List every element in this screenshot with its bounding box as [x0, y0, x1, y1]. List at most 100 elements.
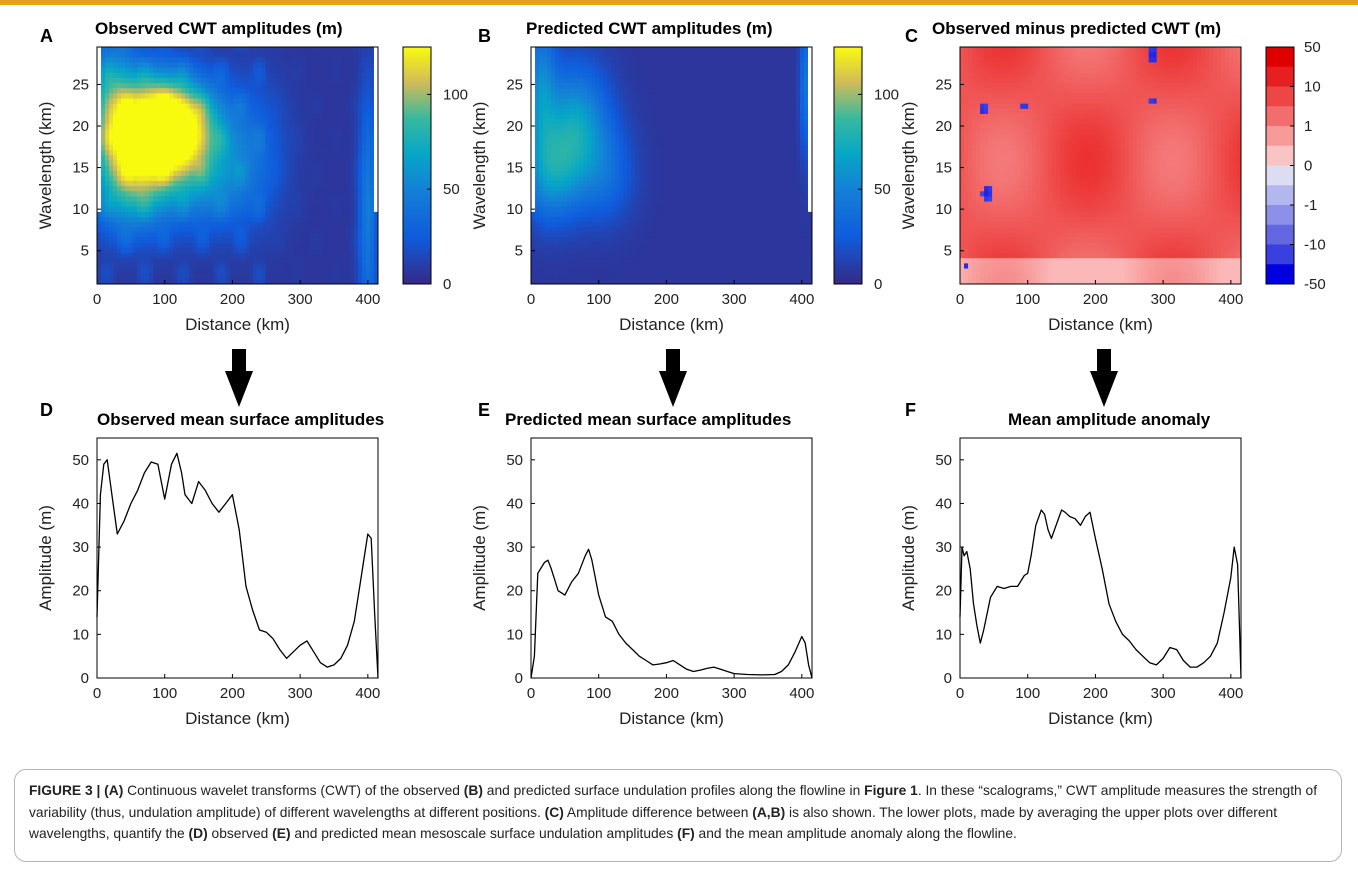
y-tick-label: 30: [506, 539, 523, 556]
header-accent-bar: [0, 0, 1358, 5]
axes-frame-e: [530, 437, 813, 679]
caption-segment: Amplitude difference between: [563, 804, 753, 820]
caption-segment: and predicted mean mesoscale surface und…: [290, 826, 678, 841]
y-tick-label: 40: [935, 495, 952, 512]
y-tick-label: 20: [935, 118, 952, 135]
x-tick-label: 400: [1218, 685, 1243, 702]
down-arrow-a: [225, 349, 253, 407]
colorbar-tick-label: -50: [1304, 276, 1326, 293]
x-tick-label: 400: [355, 291, 380, 308]
x-tick-label: 0: [956, 685, 964, 702]
x-tick-label: 300: [1151, 685, 1176, 702]
caption-bold-segment: Figure 1: [864, 783, 918, 798]
y-tick-label: 10: [935, 201, 952, 218]
x-tick-label: 200: [1083, 291, 1108, 308]
axes-frame-a: [96, 46, 379, 285]
y-tick-label: 5: [944, 243, 952, 260]
x-tick-label: 0: [527, 291, 535, 308]
colorbar-tick-label: -1: [1304, 197, 1317, 214]
x-tick-label: 400: [1218, 291, 1243, 308]
caption-bold-segment: (A): [104, 783, 124, 798]
y-tick-label: 50: [506, 452, 523, 469]
x-tick-label: 100: [1015, 291, 1040, 308]
x-tick-label: 400: [789, 291, 814, 308]
x-axis-label: Distance (km): [1048, 315, 1153, 334]
figure-caption: FIGURE 3 | (A) Continuous wavelet transf…: [14, 769, 1342, 862]
panel-letter: F: [905, 400, 916, 420]
x-tick-label: 100: [586, 685, 611, 702]
panel-title: Mean amplitude anomaly: [1008, 410, 1211, 429]
y-tick-label: 0: [944, 670, 952, 687]
colorbar-tick-label: 100: [874, 86, 899, 103]
y-tick-label: 10: [72, 626, 89, 643]
axes-frame-c: [959, 46, 1242, 285]
x-tick-label: 200: [654, 291, 679, 308]
colorbar-b: [833, 46, 863, 285]
y-tick-label: 0: [81, 670, 89, 687]
x-tick-label: 300: [288, 291, 313, 308]
colorbar-tick-label: 50: [874, 181, 891, 198]
caption-segment: and the mean amplitude anomaly along the…: [694, 826, 1017, 841]
colorbar-tick-label: 0: [874, 276, 882, 293]
caption-segment: Continuous wavelet transforms (CWT) of t…: [123, 783, 464, 798]
y-tick-label: 25: [72, 76, 89, 93]
y-tick-label: 5: [515, 243, 523, 260]
heatmap-panel-c: [960, 47, 1242, 285]
y-tick-label: 10: [506, 626, 523, 643]
axes-panel-f: [959, 437, 1242, 679]
y-tick-label: 20: [72, 583, 89, 600]
y-tick-label: 30: [935, 539, 952, 556]
caption-bold-segment: (A,B): [752, 804, 786, 820]
y-tick-label: 5: [81, 243, 89, 260]
y-tick-label: 0: [515, 670, 523, 687]
axes-panel-d: [96, 437, 379, 679]
x-tick-label: 300: [722, 291, 747, 308]
colorbar-tick-label: 0: [443, 276, 451, 293]
colorbar-tick-label: 10: [1304, 79, 1321, 96]
x-tick-label: 0: [93, 685, 101, 702]
x-tick-label: 300: [722, 685, 747, 702]
heatmap-panel-a: [97, 47, 379, 285]
panel-title: Observed CWT amplitudes (m): [95, 19, 342, 38]
y-tick-label: 20: [72, 118, 89, 135]
axes-panel-e: [530, 437, 813, 679]
y-tick-label: 15: [935, 160, 952, 177]
y-tick-label: 10: [506, 201, 523, 218]
y-tick-label: 15: [506, 160, 523, 177]
colorbar-gradient: [402, 46, 432, 285]
x-axis-label: Distance (km): [185, 315, 290, 334]
y-tick-label: 20: [506, 583, 523, 600]
line-series: [96, 452, 379, 679]
caption-segment: observed: [207, 826, 273, 841]
colorbar-gradient: [833, 46, 863, 285]
y-tick-label: 40: [72, 495, 89, 512]
panel-letter: E: [478, 400, 490, 420]
axes-frame-b: [530, 46, 813, 285]
y-axis-label: Amplitude (m): [899, 505, 918, 611]
x-tick-label: 400: [355, 685, 380, 702]
panel-letter: B: [478, 26, 491, 46]
line-series: [959, 509, 1242, 679]
x-tick-label: 200: [220, 291, 245, 308]
panel-letter: D: [40, 400, 53, 420]
axes-frame-f: [959, 437, 1242, 679]
y-axis-label: Wavelength (km): [470, 102, 489, 230]
caption-bold-segment: (C): [544, 804, 564, 820]
axes-panel-c: [959, 46, 1242, 285]
x-tick-label: 200: [1083, 685, 1108, 702]
y-tick-label: 50: [72, 452, 89, 469]
caption-bold-segment: (F): [677, 826, 695, 841]
x-tick-label: 200: [654, 685, 679, 702]
colorbar-tick-label: 0: [1304, 158, 1312, 175]
y-tick-label: 20: [935, 583, 952, 600]
colorbar-c: [1265, 46, 1295, 285]
y-tick-label: 50: [935, 452, 952, 469]
axes-panel-a: [96, 46, 379, 285]
y-tick-label: 25: [506, 76, 523, 93]
panel-title: Predicted CWT amplitudes (m): [526, 19, 773, 38]
y-tick-label: 25: [935, 76, 952, 93]
line-series: [530, 548, 813, 679]
caption-segment: and predicted surface undulation profile…: [482, 783, 865, 798]
colorbar-a: [402, 46, 432, 285]
